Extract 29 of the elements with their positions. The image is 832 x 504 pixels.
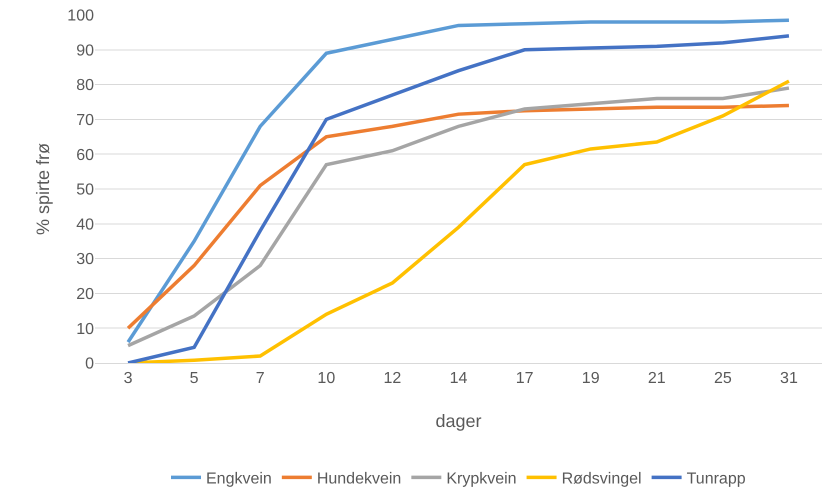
y-tick-label: 100 [67,8,94,25]
y-tick-label: 40 [76,216,94,234]
y-tick-label: 50 [76,182,94,199]
x-tick-label: 12 [384,370,402,388]
x-tick-label: 5 [190,370,199,388]
x-tick-label: 19 [582,370,600,388]
y-tick-label: 70 [76,112,94,129]
legend-label: Hundekvein [316,470,402,488]
legend-label: Engkvein [206,470,272,488]
x-tick-label: 25 [714,370,732,388]
x-axis-title: dager [435,411,482,431]
legend-label: Rødsvingel [562,470,642,488]
y-tick-label: 60 [76,146,94,164]
x-tick-label: 14 [450,370,468,388]
y-tick-label: 0 [85,356,94,373]
y-tick-label: 20 [76,286,94,303]
legend-label: Krypkvein [446,470,517,488]
y-tick-label: 80 [76,77,94,94]
x-tick-label: 7 [256,370,265,388]
x-tick-label: 17 [516,370,534,388]
y-tick-label: 90 [76,42,94,60]
x-tick-label: 21 [648,370,666,388]
y-tick-label: 30 [76,251,94,268]
y-tick-label: 10 [76,320,94,338]
x-tick-label: 31 [780,370,798,388]
legend-label: Tunrapp [686,470,746,488]
y-axis-title: % spirte frø [33,142,53,236]
x-tick-label: 3 [124,370,133,388]
x-tick-label: 10 [317,370,336,388]
